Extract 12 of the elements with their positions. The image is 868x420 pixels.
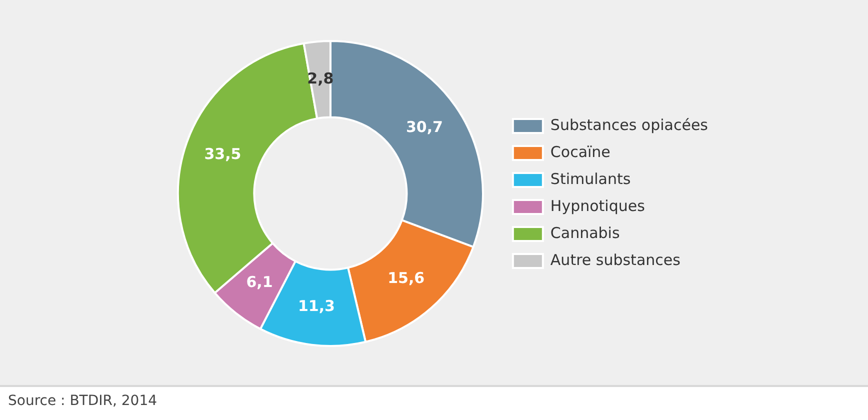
data-label: 33,5: [204, 144, 242, 163]
data-label: 30,7: [406, 118, 443, 136]
source-note: Source : BTDIR, 2014: [0, 385, 868, 420]
legend-label: Cannabis: [550, 224, 620, 242]
data-label: 6,1: [246, 273, 273, 292]
data-label: 11,3: [298, 296, 335, 315]
legend-label: Cocaïne: [550, 142, 610, 161]
legend-label: Stimulants: [550, 170, 631, 188]
legend-label: Hypnotiques: [550, 196, 646, 215]
legend-label: Substances opiacées: [550, 116, 708, 134]
data-label: 15,6: [388, 269, 425, 288]
legend-label: Autre substances: [550, 250, 681, 269]
